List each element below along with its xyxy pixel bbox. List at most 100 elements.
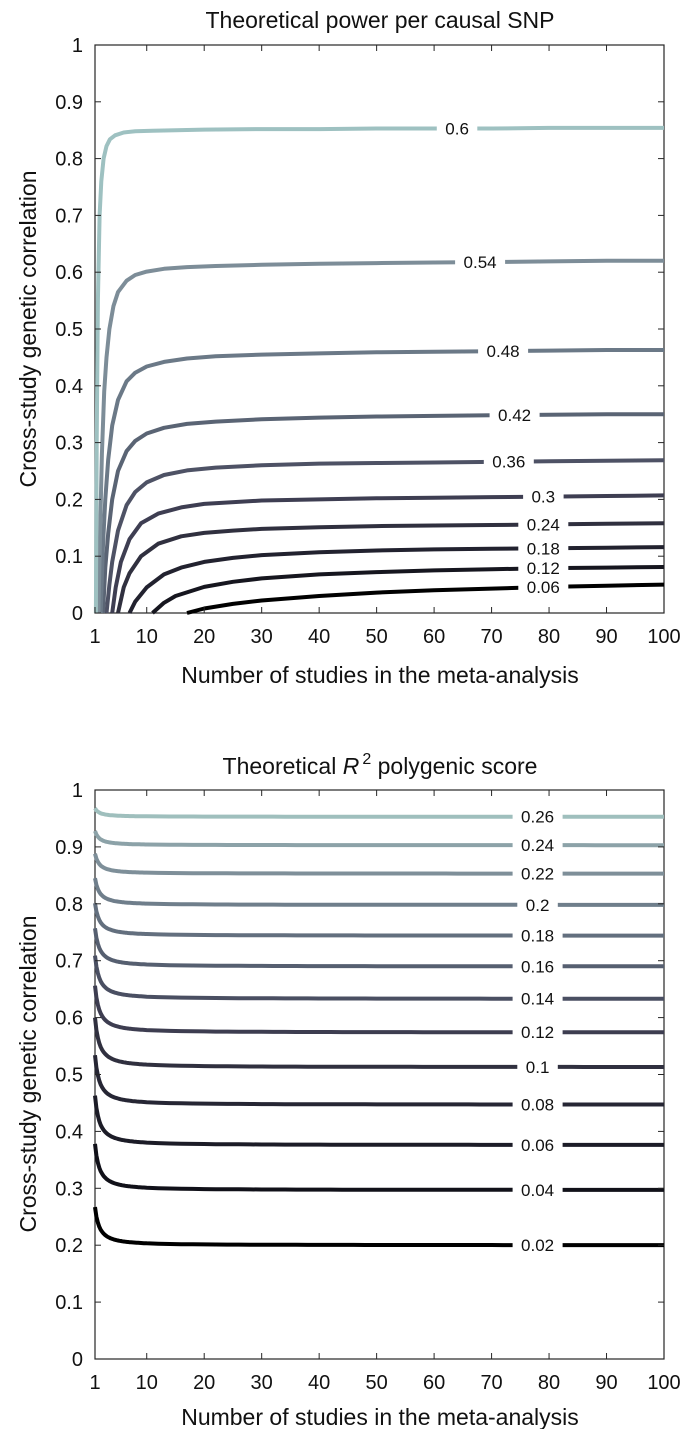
y-tick-label: 0.1 — [55, 1292, 83, 1314]
axis-ticks: 1 10 20 30 40 50 60 70 80 90 100 0 0.1 0.2 0.3 0.4 0.5 0.… — [55, 35, 681, 648]
x-tick-label: 60 — [423, 1372, 445, 1394]
contour-label-gap — [512, 1022, 563, 1043]
contour-label: 0.02 — [521, 1236, 554, 1255]
contour-label-gap — [523, 486, 564, 507]
contour-label: 0.3 — [531, 488, 555, 507]
contour-label-gap — [512, 1235, 563, 1256]
x-tick-label: 10 — [136, 1372, 158, 1394]
y-tick-label: 0.4 — [55, 376, 83, 398]
contour-label: 0.14 — [521, 990, 554, 1009]
contour-label: 0.1 — [526, 1058, 550, 1077]
x-tick-label: 20 — [193, 1372, 215, 1394]
contour-label-gap — [483, 451, 534, 472]
contour-label: 0.12 — [527, 559, 560, 578]
x-tick-label: 1 — [89, 626, 100, 648]
contour-label-gap — [517, 894, 558, 915]
plot-frame — [94, 789, 665, 1360]
contour-label-gap — [455, 252, 506, 273]
y-tick-label: 0.5 — [55, 319, 83, 341]
y-axis-label: Cross-study genetic correlation — [15, 915, 41, 1232]
y-tick-label: 0.3 — [55, 1178, 83, 1200]
x-tick-label: 30 — [251, 1372, 273, 1394]
curves — [93, 807, 664, 1248]
y-tick-label: 0.5 — [55, 1065, 83, 1087]
contour-label: 0.18 — [527, 539, 560, 558]
contour-label: 0.04 — [521, 1181, 554, 1200]
contour-label: 0.06 — [521, 1136, 554, 1155]
contour-line — [110, 493, 665, 614]
contour-label-gap — [512, 1094, 563, 1115]
contour-line — [93, 1095, 664, 1147]
contour-label-gap — [436, 118, 478, 139]
contour-label: 0.16 — [521, 957, 554, 976]
title-symbol: R — [343, 753, 360, 779]
x-tick-label: 50 — [366, 1372, 388, 1394]
contour-line — [93, 1143, 664, 1192]
contour-label: 0.26 — [521, 808, 554, 827]
y-tick-label: 0.2 — [55, 1235, 83, 1257]
contour-line — [93, 985, 664, 1035]
y-tick-label: 0.9 — [55, 92, 83, 114]
y-tick-label: 0.7 — [55, 205, 83, 227]
contour-label: 0.24 — [527, 515, 560, 534]
contour-label-gap — [489, 405, 540, 426]
y-tick-label: 0.8 — [55, 149, 83, 171]
contour-label: 0.2 — [526, 896, 550, 915]
contour-label-gap — [512, 1179, 563, 1200]
contour-line — [93, 1054, 664, 1107]
title-part: polygenic score — [371, 753, 537, 779]
contour-label-gap — [518, 538, 569, 559]
title-superscript: 2 — [362, 751, 371, 768]
contour-label: 0.6 — [445, 120, 469, 139]
contour-label: 0.22 — [521, 865, 554, 884]
x-tick-label: 80 — [538, 626, 560, 648]
contour-label-gap — [518, 558, 569, 579]
y-tick-label: 0.6 — [55, 1008, 83, 1030]
axis-ticks: 1 10 20 30 40 50 60 70 80 90 100 0 0.1 0.2 0.3 0.4 0.5 0.… — [55, 780, 681, 1394]
contour-line — [93, 877, 664, 907]
contour-label-gap — [512, 863, 563, 884]
x-tick-label: 100 — [647, 626, 680, 648]
contour-labels: 0.060.120.18 0.24 0.3 0.36 0.42 0.48 0.54 0.6 — [436, 118, 569, 597]
x-tick-label: 100 — [647, 1372, 680, 1394]
x-tick-label: 30 — [251, 626, 273, 648]
contour-label: 0.48 — [487, 342, 520, 361]
y-tick-label: 0 — [72, 1349, 83, 1371]
power-chart: Theoretical power per causal SNP 1 10 20 30… — [15, 7, 681, 688]
contour-label-gap — [518, 514, 569, 535]
contour-label: 0.12 — [521, 1023, 554, 1042]
x-tick-label: 50 — [366, 626, 388, 648]
contour-label: 0.42 — [498, 406, 531, 425]
x-tick-label: 60 — [423, 626, 445, 648]
contour-label: 0.54 — [464, 253, 497, 272]
contour-label-gap — [478, 341, 529, 361]
plot-frame — [94, 44, 665, 614]
x-tick-label: 40 — [308, 626, 330, 648]
y-tick-label: 0 — [72, 603, 83, 625]
contour-label: 0.36 — [492, 453, 525, 472]
x-axis-label: Number of studies in the meta-analysis — [181, 662, 579, 688]
y-tick-label: 0.7 — [55, 951, 83, 973]
contour-label-gap — [517, 1056, 558, 1077]
contour-label-gap — [512, 806, 563, 827]
contour-label-gap — [512, 1134, 563, 1155]
y-tick-label: 1 — [72, 780, 83, 802]
contour-label: 0.18 — [521, 927, 554, 946]
x-tick-label: 1 — [89, 1372, 100, 1394]
y-tick-label: 0.3 — [55, 433, 83, 455]
contour-label: 0.06 — [527, 578, 560, 597]
y-tick-label: 0.1 — [55, 546, 83, 568]
contour-line — [93, 853, 664, 876]
y-tick-label: 0.4 — [55, 1121, 83, 1143]
x-tick-label: 90 — [595, 1372, 617, 1394]
contour-label: 0.24 — [521, 836, 554, 855]
contour-line — [93, 830, 664, 848]
x-tick-label: 80 — [538, 1372, 560, 1394]
contour-label-gap — [512, 956, 563, 977]
x-tick-label: 70 — [480, 1372, 502, 1394]
x-axis-label: Number of studies in the meta-analysis — [181, 1404, 579, 1429]
y-tick-label: 1 — [72, 35, 83, 57]
title-part: Theoretical — [223, 753, 343, 779]
